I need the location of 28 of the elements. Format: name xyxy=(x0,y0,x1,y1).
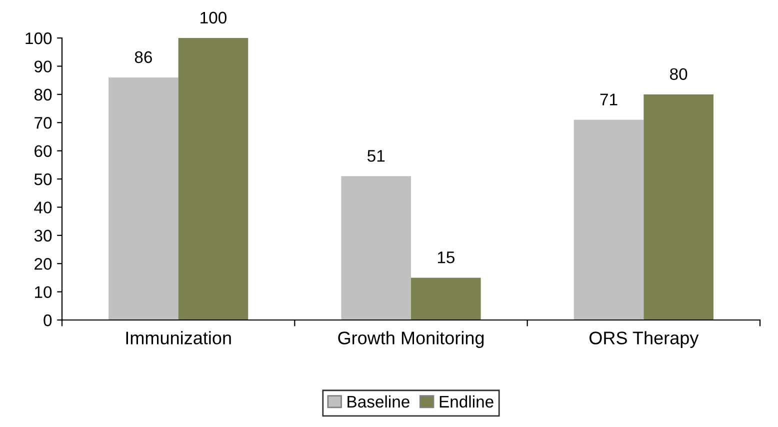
y-tick-label: 80 xyxy=(34,88,52,101)
data-label: 80 xyxy=(670,68,688,80)
data-label: 15 xyxy=(438,252,454,264)
legend-label: Baseline xyxy=(348,395,410,408)
bar xyxy=(178,38,248,320)
y-tick-label: 100 xyxy=(26,32,52,44)
data-label: 86 xyxy=(134,51,152,64)
data-label: 51 xyxy=(368,150,385,162)
y-tick-label: 50 xyxy=(34,173,52,186)
legend-label: Endline xyxy=(440,395,494,408)
bar xyxy=(644,94,714,320)
y-tick-label: 90 xyxy=(34,60,52,72)
data-label: 71 xyxy=(600,94,618,106)
y-tick-label: 70 xyxy=(34,117,52,129)
bar xyxy=(411,278,481,320)
x-tick-label: Growth Monitoring xyxy=(338,331,484,348)
y-tick-label: 10 xyxy=(35,286,52,298)
y-tick-label: 40 xyxy=(34,202,52,214)
y-tick-label: 60 xyxy=(34,145,52,158)
y-tick-label: 0 xyxy=(44,314,52,326)
bar xyxy=(574,120,644,320)
bar xyxy=(341,176,411,320)
y-tick-label: 20 xyxy=(34,258,52,270)
x-tick-label: ORS Therapy xyxy=(589,331,699,348)
x-tick-label: Immunization xyxy=(126,331,231,344)
bar xyxy=(108,77,178,320)
data-label: 100 xyxy=(200,12,226,24)
y-tick-label: 30 xyxy=(34,230,52,242)
